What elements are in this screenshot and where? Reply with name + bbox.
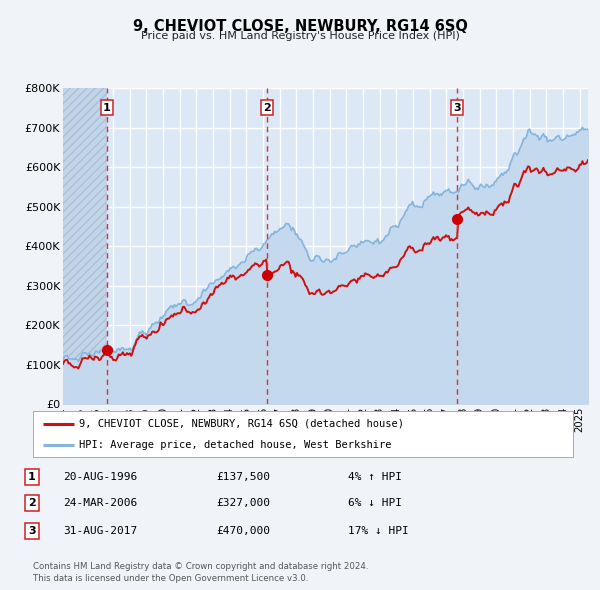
Bar xyxy=(63,88,107,404)
Text: 17% ↓ HPI: 17% ↓ HPI xyxy=(348,526,409,536)
Text: 2: 2 xyxy=(263,103,271,113)
Text: 6% ↓ HPI: 6% ↓ HPI xyxy=(348,499,402,508)
Text: Price paid vs. HM Land Registry's House Price Index (HPI): Price paid vs. HM Land Registry's House … xyxy=(140,31,460,41)
Text: £470,000: £470,000 xyxy=(216,526,270,536)
Text: 1: 1 xyxy=(103,103,111,113)
Text: This data is licensed under the Open Government Licence v3.0.: This data is licensed under the Open Gov… xyxy=(33,573,308,583)
Text: HPI: Average price, detached house, West Berkshire: HPI: Average price, detached house, West… xyxy=(79,440,391,450)
Text: 9, CHEVIOT CLOSE, NEWBURY, RG14 6SQ (detached house): 9, CHEVIOT CLOSE, NEWBURY, RG14 6SQ (det… xyxy=(79,419,404,429)
Text: £137,500: £137,500 xyxy=(216,472,270,481)
Text: 4% ↑ HPI: 4% ↑ HPI xyxy=(348,472,402,481)
Text: 31-AUG-2017: 31-AUG-2017 xyxy=(63,526,137,536)
Text: 2: 2 xyxy=(28,499,35,508)
Text: Contains HM Land Registry data © Crown copyright and database right 2024.: Contains HM Land Registry data © Crown c… xyxy=(33,562,368,571)
Text: 3: 3 xyxy=(454,103,461,113)
Text: £327,000: £327,000 xyxy=(216,499,270,508)
Text: 3: 3 xyxy=(28,526,35,536)
Text: 1: 1 xyxy=(28,472,35,481)
Text: 20-AUG-1996: 20-AUG-1996 xyxy=(63,472,137,481)
Text: 24-MAR-2006: 24-MAR-2006 xyxy=(63,499,137,508)
Text: 9, CHEVIOT CLOSE, NEWBURY, RG14 6SQ: 9, CHEVIOT CLOSE, NEWBURY, RG14 6SQ xyxy=(133,19,467,34)
